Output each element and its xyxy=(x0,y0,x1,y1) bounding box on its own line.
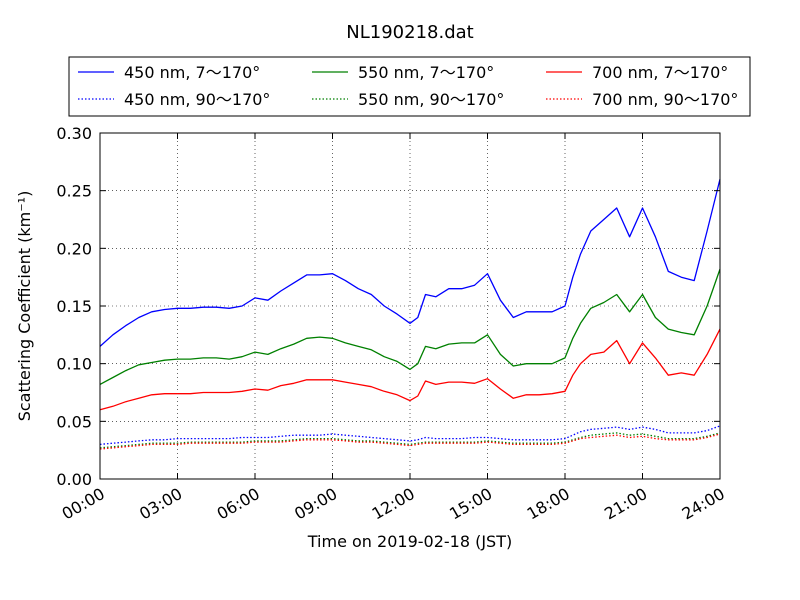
series-line-1 xyxy=(99,268,721,385)
legend-label: 700 nm, 90～170° xyxy=(592,90,738,109)
x-tick-label: 24:00 xyxy=(679,484,728,524)
series-layer xyxy=(99,178,721,450)
x-tick-label: 12:00 xyxy=(369,484,418,524)
chart-title: NL190218.dat xyxy=(346,22,473,43)
series-line-4 xyxy=(99,432,721,449)
series-line-0 xyxy=(99,178,721,347)
legend-label: 450 nm, 90～170° xyxy=(124,90,270,109)
y-tick-label: 0.05 xyxy=(56,412,92,431)
legend-label: 700 nm, 7～170° xyxy=(592,63,728,82)
y-tick-label: 0.15 xyxy=(56,297,92,316)
x-tick-label: 00:00 xyxy=(59,484,108,524)
x-axis: 00:00 03:00 06:00 09:00 12:00 15:00 18:00 21:00… xyxy=(59,133,728,524)
legend: 450 nm, 7～170° 550 nm, 7～170° 700 nm, 7～17… xyxy=(68,56,751,117)
x-tick-label: 03:00 xyxy=(136,484,185,524)
y-tick-label: 0.00 xyxy=(56,470,92,489)
x-tick-label: 15:00 xyxy=(446,484,495,524)
series-line-5 xyxy=(99,433,721,450)
legend-label: 450 nm, 7～170° xyxy=(124,63,260,82)
y-tick-label: 0.25 xyxy=(56,182,92,201)
series-line-3 xyxy=(99,425,721,446)
legend-label: 550 nm, 90～170° xyxy=(358,90,504,109)
legend-frame xyxy=(68,56,751,117)
y-tick-label: 0.10 xyxy=(56,355,92,374)
y-tick-label: 0.20 xyxy=(56,239,92,258)
y-tick-label: 0.30 xyxy=(56,124,92,143)
x-tick-label: 21:00 xyxy=(601,484,650,524)
y-axis: 0.00 0.05 0.10 0.15 0.20 0.25 0.30 xyxy=(56,124,720,489)
y-axis-label: Scattering Coefficient (km⁻¹) xyxy=(15,191,34,422)
x-tick-label: 09:00 xyxy=(291,484,340,524)
x-axis-label: Time on 2019-02-18 (JST) xyxy=(307,532,512,551)
legend-label: 550 nm, 7～170° xyxy=(358,63,494,82)
x-tick-label: 06:00 xyxy=(214,484,263,524)
series-line-2 xyxy=(99,328,721,411)
x-tick-label: 18:00 xyxy=(524,484,573,524)
grid xyxy=(100,133,720,479)
